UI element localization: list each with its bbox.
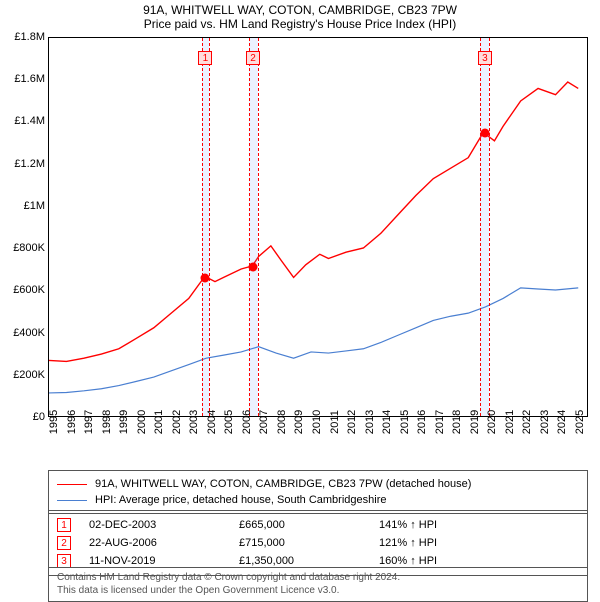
y-tick-label: £0 (33, 411, 45, 423)
footnote-box: Contains HM Land Registry data © Crown c… (48, 567, 588, 602)
sale-date: 22-AUG-2006 (89, 537, 239, 549)
x-tick-label: 2012 (346, 410, 358, 434)
x-tick-label: 2007 (258, 410, 270, 434)
x-tick-label: 2019 (469, 410, 481, 434)
line-svg (49, 38, 587, 416)
chart-title: 91A, WHITWELL WAY, COTON, CAMBRIDGE, CB2… (0, 0, 600, 17)
sale-row-marker: 1 (57, 518, 71, 532)
legend-label: HPI: Average price, detached house, Sout… (95, 494, 386, 506)
highlight-band (480, 38, 489, 416)
sale-row: 2 22-AUG-2006£715,000121% ↑ HPI (57, 534, 579, 552)
legend-box: 91A, WHITWELL WAY, COTON, CAMBRIDGE, CB2… (48, 470, 588, 514)
x-tick-label: 2005 (223, 410, 235, 434)
footnote-line-2: This data is licensed under the Open Gov… (57, 585, 579, 598)
x-tick-label: 2009 (293, 410, 305, 434)
x-tick-label: 1997 (83, 410, 95, 434)
y-tick-label: £1.4M (14, 115, 45, 127)
y-tick-label: £200K (13, 369, 45, 381)
chart-subtitle: Price paid vs. HM Land Registry's House … (0, 17, 600, 37)
x-tick-label: 2024 (556, 410, 568, 434)
sale-date: 02-DEC-2003 (89, 519, 239, 531)
x-tick-label: 2000 (136, 410, 148, 434)
plot-region: 1 2 3 (48, 37, 588, 417)
legend-swatch (57, 484, 87, 485)
x-tick-label: 2017 (434, 410, 446, 434)
y-tick-label: £1.8M (14, 31, 45, 43)
sale-price: £665,000 (239, 519, 379, 531)
x-tick-label: 1996 (66, 410, 78, 434)
legend-item: 91A, WHITWELL WAY, COTON, CAMBRIDGE, CB2… (57, 476, 579, 492)
sale-marker-label: 3 (478, 51, 492, 65)
sale-vline (249, 38, 250, 416)
sale-vline (258, 38, 259, 416)
price-line (49, 82, 578, 361)
x-tick-label: 2004 (206, 410, 218, 434)
sale-row-marker: 3 (57, 554, 71, 568)
sale-price: £715,000 (239, 537, 379, 549)
legend-label: 91A, WHITWELL WAY, COTON, CAMBRIDGE, CB2… (95, 478, 471, 490)
sale-pct: 141% ↑ HPI (379, 519, 479, 531)
sale-marker-dot (480, 129, 489, 138)
highlight-band (202, 38, 210, 416)
sale-row-marker: 2 (57, 536, 71, 550)
sale-price: £1,350,000 (239, 555, 379, 567)
sale-vline (209, 38, 210, 416)
x-tick-label: 1998 (101, 410, 113, 434)
sale-vline (489, 38, 490, 416)
highlight-band (249, 38, 258, 416)
sale-vline (202, 38, 203, 416)
x-tick-label: 2008 (276, 410, 288, 434)
legend-item: HPI: Average price, detached house, Sout… (57, 492, 579, 508)
sale-row: 1 02-DEC-2003£665,000141% ↑ HPI (57, 516, 579, 534)
hpi-line (49, 288, 578, 393)
sale-marker-label: 2 (246, 51, 260, 65)
x-tick-label: 2025 (574, 410, 586, 434)
y-tick-label: £1M (24, 200, 45, 212)
y-tick-label: £600K (13, 284, 45, 296)
x-tick-label: 2023 (539, 410, 551, 434)
sale-date: 11-NOV-2019 (89, 555, 239, 567)
sale-marker-label: 1 (198, 51, 212, 65)
x-tick-label: 2013 (364, 410, 376, 434)
x-tick-label: 2006 (241, 410, 253, 434)
sale-pct: 160% ↑ HPI (379, 555, 479, 567)
y-tick-label: £1.2M (14, 158, 45, 170)
sale-marker-dot (249, 263, 258, 272)
x-tick-label: 2001 (153, 410, 165, 434)
y-tick-label: £800K (13, 242, 45, 254)
x-tick-label: 2021 (504, 410, 516, 434)
x-tick-label: 2018 (451, 410, 463, 434)
chart-area: 1 2 3 £0 £200K £400K £600K £800K £1M £1.2M £1.4M £… (0, 37, 600, 457)
x-tick-label: 1995 (48, 410, 60, 434)
y-tick-label: £1.6M (14, 73, 45, 85)
x-tick-label: 2010 (311, 410, 323, 434)
x-tick-label: 2015 (399, 410, 411, 434)
footnote-line-1: Contains HM Land Registry data © Crown c… (57, 572, 579, 585)
legend-swatch (57, 500, 87, 501)
x-tick-label: 2002 (171, 410, 183, 434)
x-tick-label: 2022 (521, 410, 533, 434)
x-tick-label: 2003 (188, 410, 200, 434)
x-tick-label: 2014 (381, 410, 393, 434)
x-tick-label: 2016 (416, 410, 428, 434)
y-tick-label: £400K (13, 327, 45, 339)
x-tick-label: 1999 (118, 410, 130, 434)
x-tick-label: 2011 (329, 410, 341, 434)
sale-vline (480, 38, 481, 416)
x-tick-label: 2020 (486, 410, 498, 434)
sale-pct: 121% ↑ HPI (379, 537, 479, 549)
sale-marker-dot (201, 273, 210, 282)
